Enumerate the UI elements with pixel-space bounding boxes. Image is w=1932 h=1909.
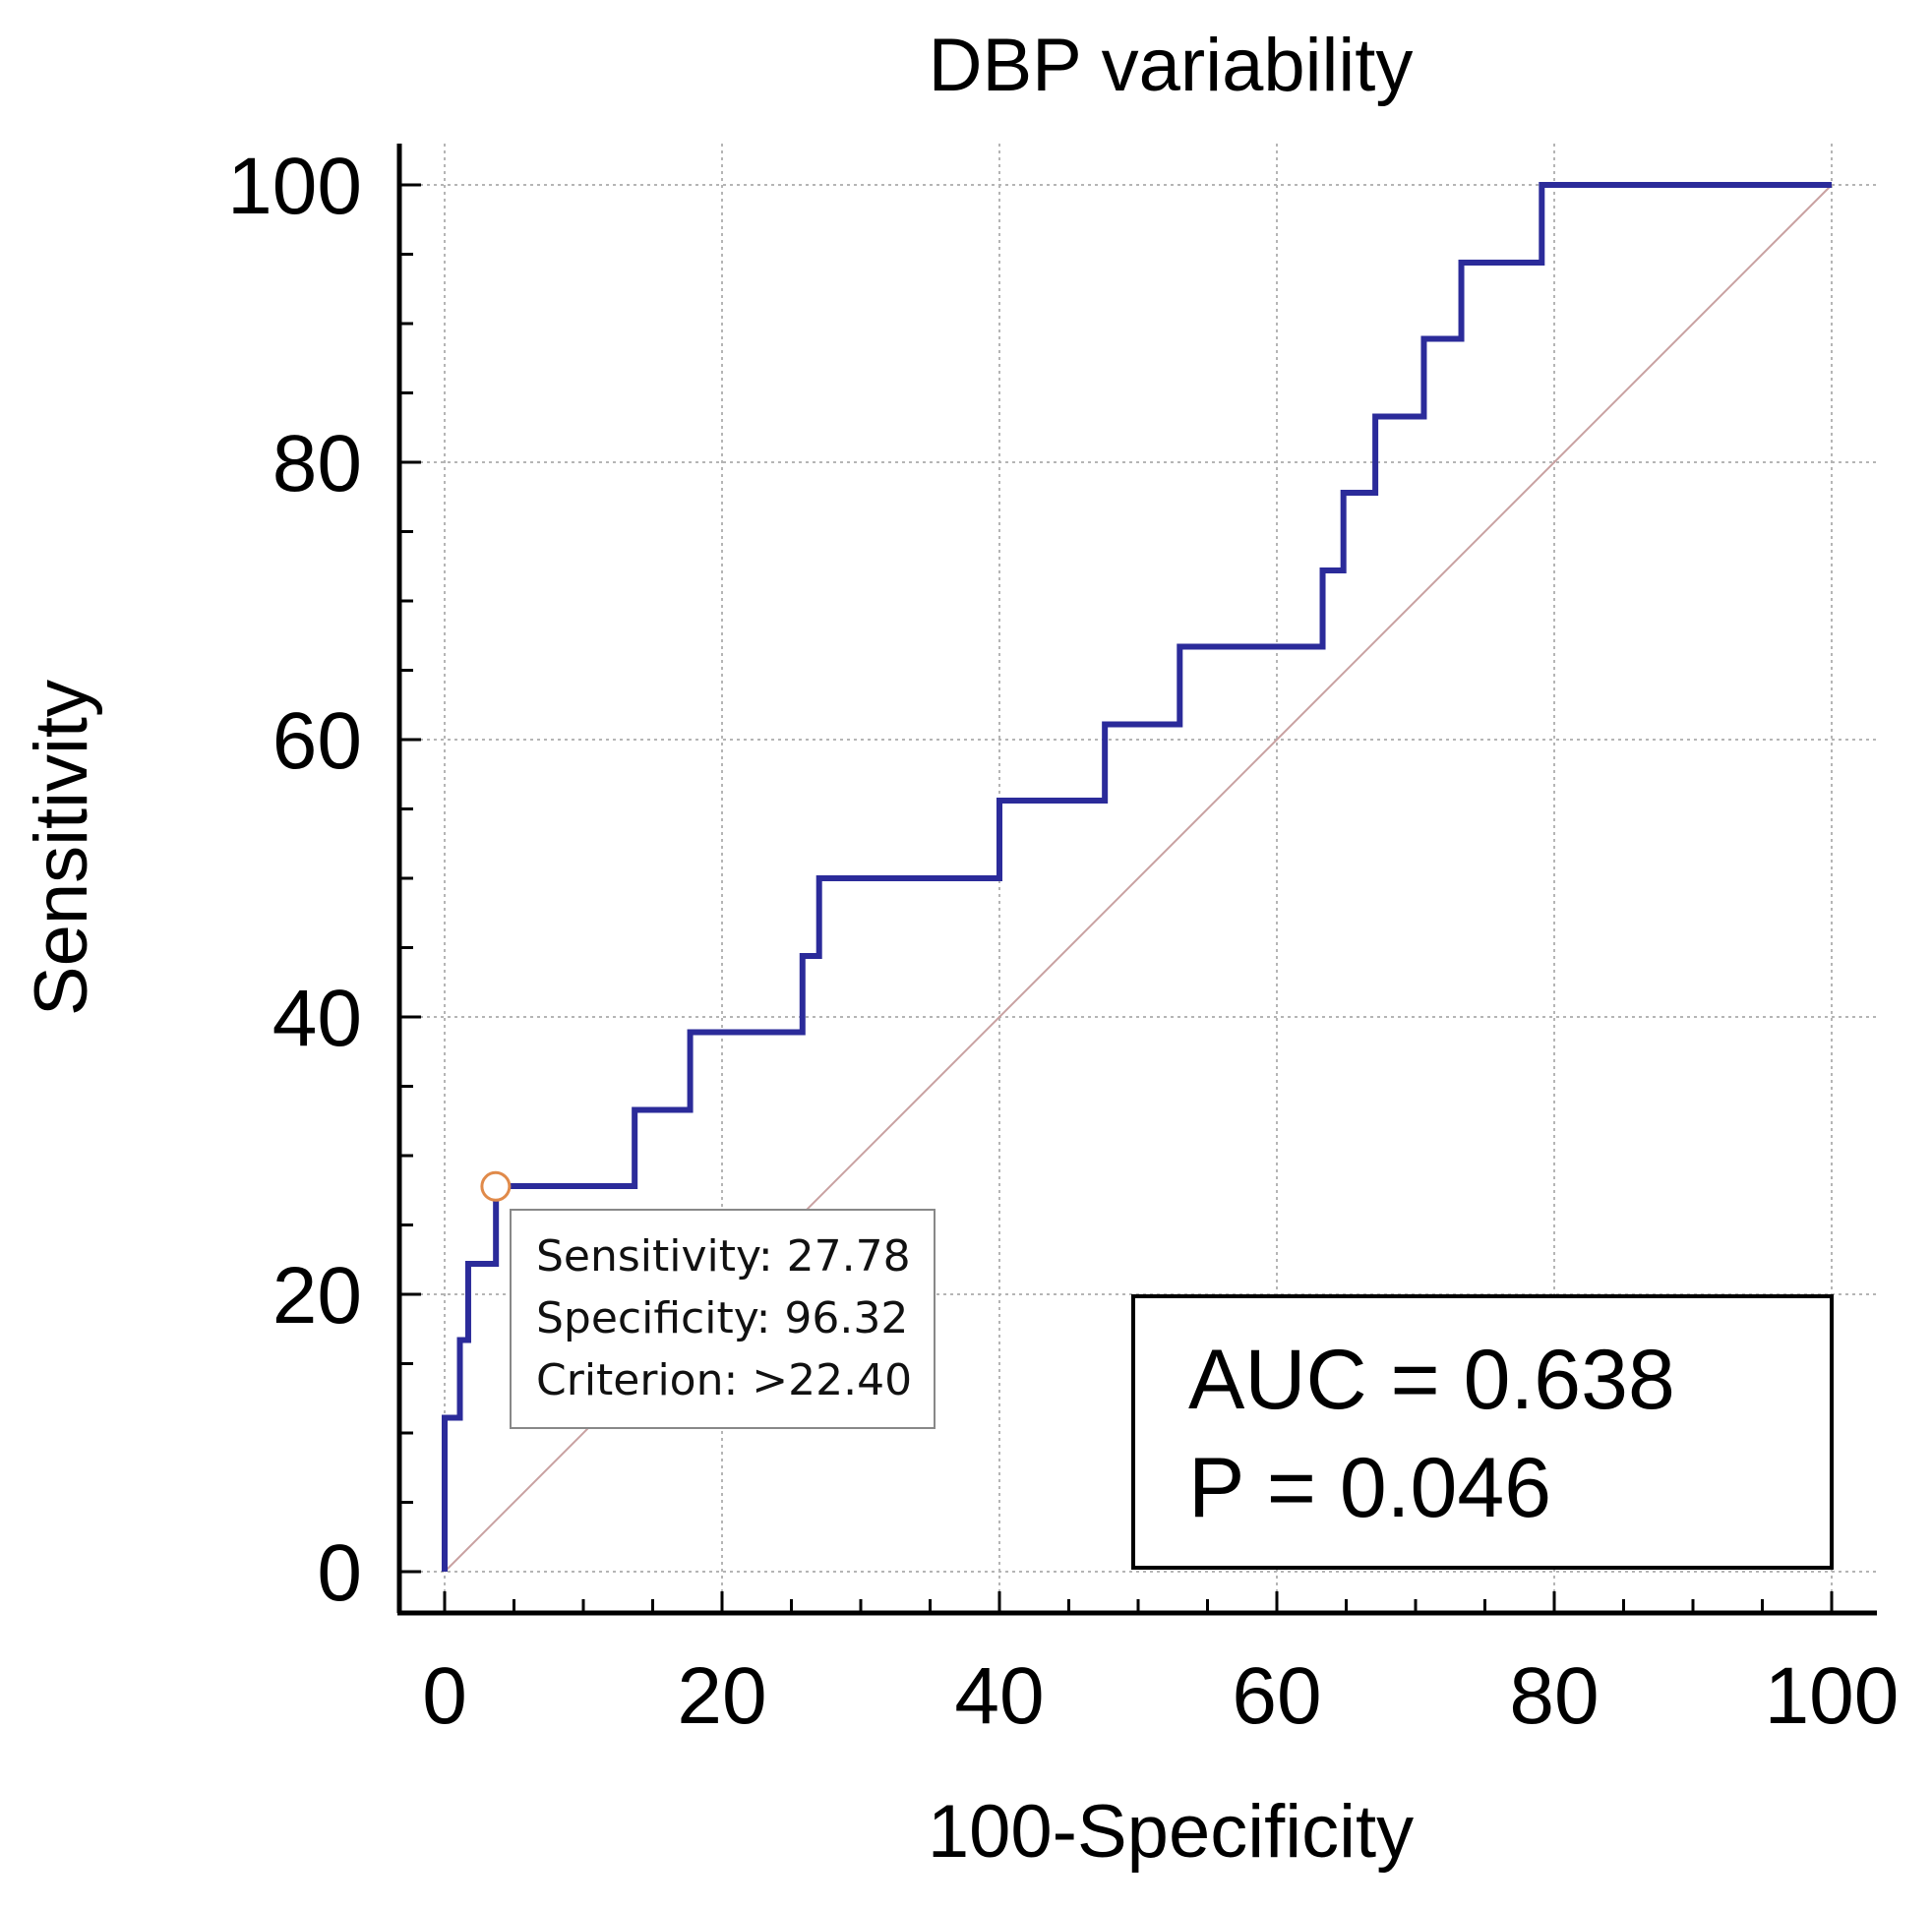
x-tick-label: 20	[677, 1651, 766, 1741]
x-tick-label: 0	[422, 1651, 467, 1741]
y-tick-label: 40	[272, 974, 362, 1063]
y-tick-label: 60	[272, 696, 362, 786]
optimal-point-marker	[480, 1170, 512, 1202]
callout-box	[510, 1209, 936, 1429]
x-axis-label: 100-Specificity	[928, 1790, 1414, 1874]
callout-criterion: Criterion: >22.40	[536, 1355, 912, 1405]
y-axis-label: Sensitivity	[20, 680, 103, 1016]
y-tick-label: 20	[272, 1251, 362, 1341]
x-tick-label: 40	[954, 1651, 1044, 1741]
x-tick-label: 100	[1765, 1651, 1900, 1741]
callout-specificity: Specificity: 96.32	[536, 1293, 908, 1343]
p-value-label: P = 0.046	[1188, 1441, 1551, 1535]
y-tick-label: 0	[317, 1528, 362, 1618]
y-tick-label: 80	[272, 419, 362, 508]
tick-marks	[399, 183, 1834, 1613]
x-tick-label: 60	[1232, 1651, 1321, 1741]
chart-title: DBP variability	[929, 24, 1414, 107]
y-tick-label: 100	[227, 142, 362, 231]
x-tick-label: 80	[1509, 1651, 1599, 1741]
stats-annotation: AUC = 0.638 P = 0.046	[1131, 1294, 1834, 1570]
stats-box	[1131, 1294, 1834, 1570]
roc-curve-line	[442, 182, 1832, 1572]
callout-sensitivity: Sensitivity: 27.78	[536, 1231, 911, 1282]
auc-label: AUC = 0.638	[1188, 1333, 1675, 1427]
tick-labels: 0 20 40 60 80 100 0 20 40 60 80 100	[227, 142, 1899, 1741]
optimal-point-callout: Sensitivity: 27.78 Specificity: 96.32 Cr…	[510, 1209, 936, 1429]
